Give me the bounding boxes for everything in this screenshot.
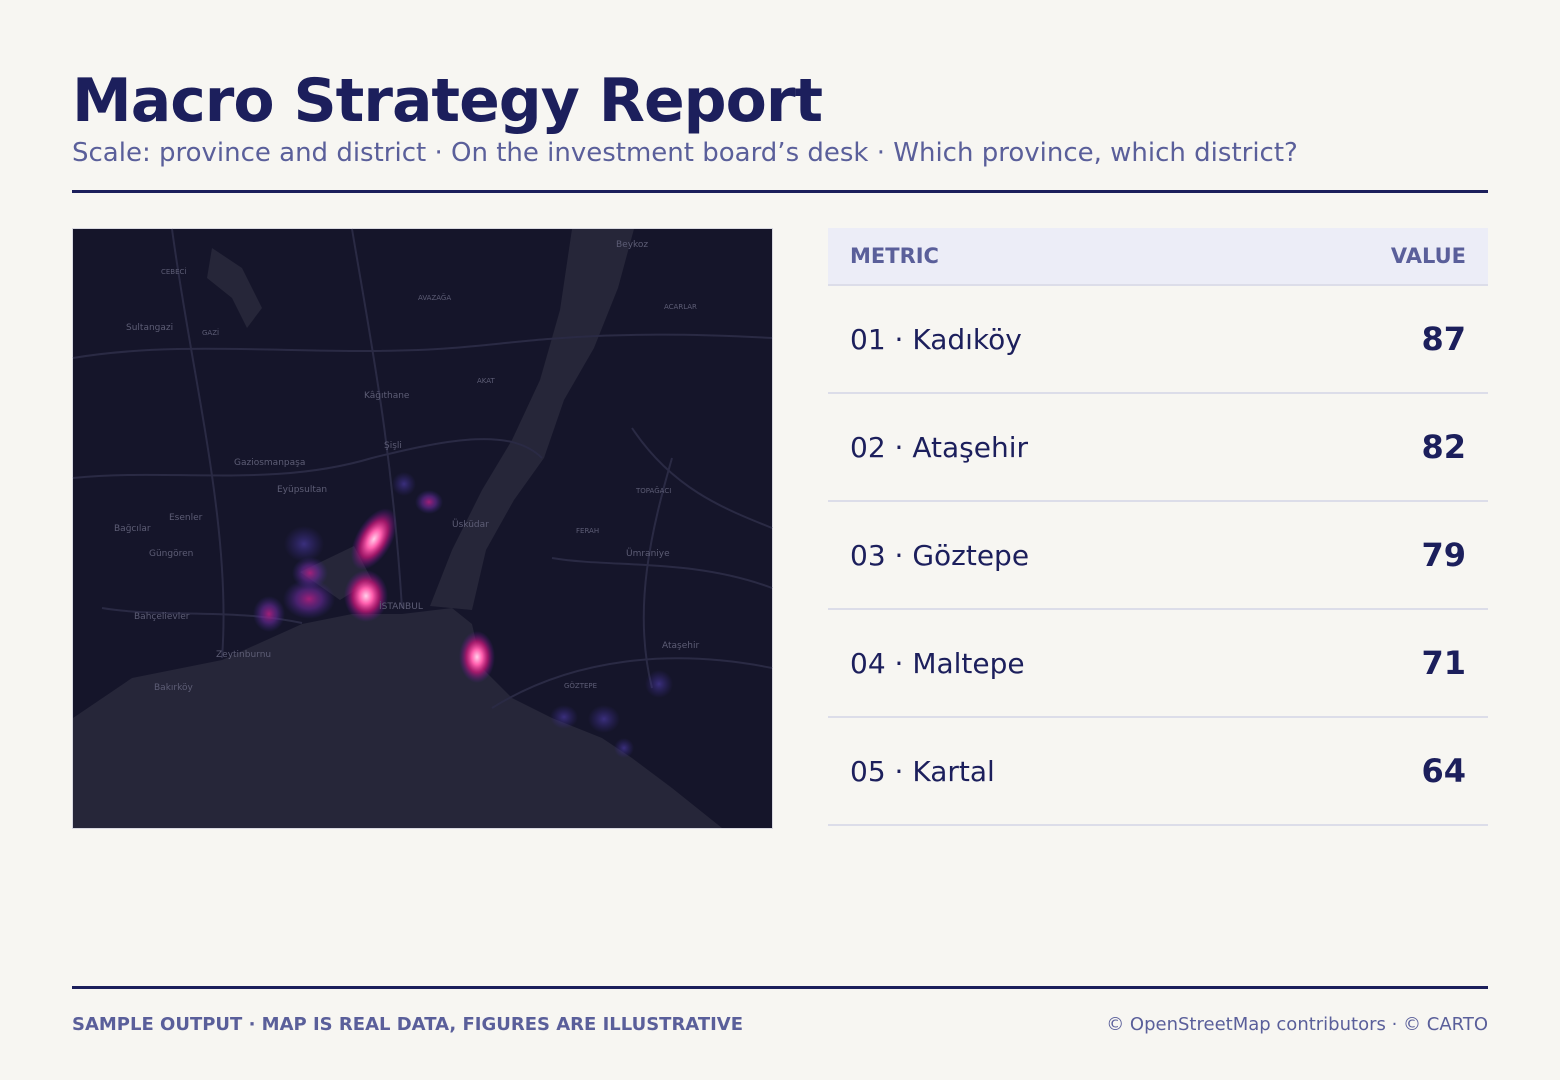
map-label: AKAT	[477, 377, 496, 385]
column-header: METRIC	[850, 244, 939, 268]
map-label: ACARLAR	[664, 303, 697, 311]
map-label: Şişli	[384, 441, 402, 451]
map-label: Ümraniye	[626, 548, 670, 559]
table-row: 05 · Kartal 64	[828, 718, 1488, 826]
table-row: 03 · Göztepe 79	[828, 502, 1488, 610]
header-rule	[72, 190, 1488, 193]
metric-value: 79	[1421, 536, 1466, 574]
map-label: Beykoz	[616, 240, 648, 250]
subtitle: Scale: province and district · On the in…	[72, 138, 1298, 168]
map-label: CEBECİ	[161, 267, 187, 276]
map-label: Esenler	[169, 513, 203, 523]
footer-note: SAMPLE OUTPUT · MAP IS REAL DATA, FIGURE…	[72, 1014, 744, 1035]
map-label: Kâğıthane	[364, 391, 410, 401]
table-header: METRIC VALUE	[828, 228, 1488, 286]
map: Sultangazi Kâğıthane Şişli Gaziosmanpaşa Eyü…	[72, 228, 773, 829]
metric-name: 02 · Ataşehir	[850, 430, 1028, 464]
metric-table: METRIC VALUE 01 · Kadıköy 87 02 · Ataşehir…	[828, 228, 1488, 826]
metric-name: 04 · Maltepe	[850, 646, 1025, 680]
heat	[253, 472, 673, 758]
map-label: Ataşehir	[662, 641, 699, 651]
metric-name: 03 · Göztepe	[850, 538, 1030, 572]
metric-name: 01 · Kadıköy	[850, 322, 1022, 356]
water	[73, 229, 722, 828]
column-header: VALUE	[1390, 244, 1466, 268]
map-label: Sultangazi	[126, 323, 173, 333]
footer-attribution: © OpenStreetMap contributors · © CARTO	[1106, 1014, 1488, 1035]
table-row: 02 · Ataşehir 82	[828, 394, 1488, 502]
map-label: İSTANBUL	[379, 601, 423, 612]
metric-value: 87	[1421, 320, 1466, 358]
map-label: Eyüpsultan	[277, 485, 327, 495]
map-label: GAZİ	[202, 328, 219, 337]
title: Macro Strategy Report	[72, 66, 823, 136]
map-label: Üsküdar	[452, 519, 489, 530]
table-row: 01 · Kadıköy 87	[828, 286, 1488, 394]
map-label: Bakırköy	[154, 683, 193, 693]
metric-value: 82	[1421, 428, 1466, 466]
map-label: GÖZTEPE	[564, 681, 597, 690]
table-row: 04 · Maltepe 71	[828, 610, 1488, 718]
map-label: AVAZAĞA	[418, 293, 451, 302]
map-label: Bağcılar	[114, 524, 151, 534]
map-label: Güngören	[149, 549, 193, 559]
map-label: Gaziosmanpaşa	[234, 458, 305, 468]
map-label: TOPAĞACI	[635, 486, 671, 495]
metric-value: 64	[1421, 752, 1466, 790]
metric-value: 71	[1421, 644, 1466, 682]
map-label: FERAH	[576, 527, 599, 535]
map-label: Bahçelievler	[134, 612, 190, 622]
metric-name: 05 · Kartal	[850, 754, 995, 788]
footer-rule	[72, 986, 1488, 989]
map-label: Zeytinburnu	[216, 650, 271, 660]
